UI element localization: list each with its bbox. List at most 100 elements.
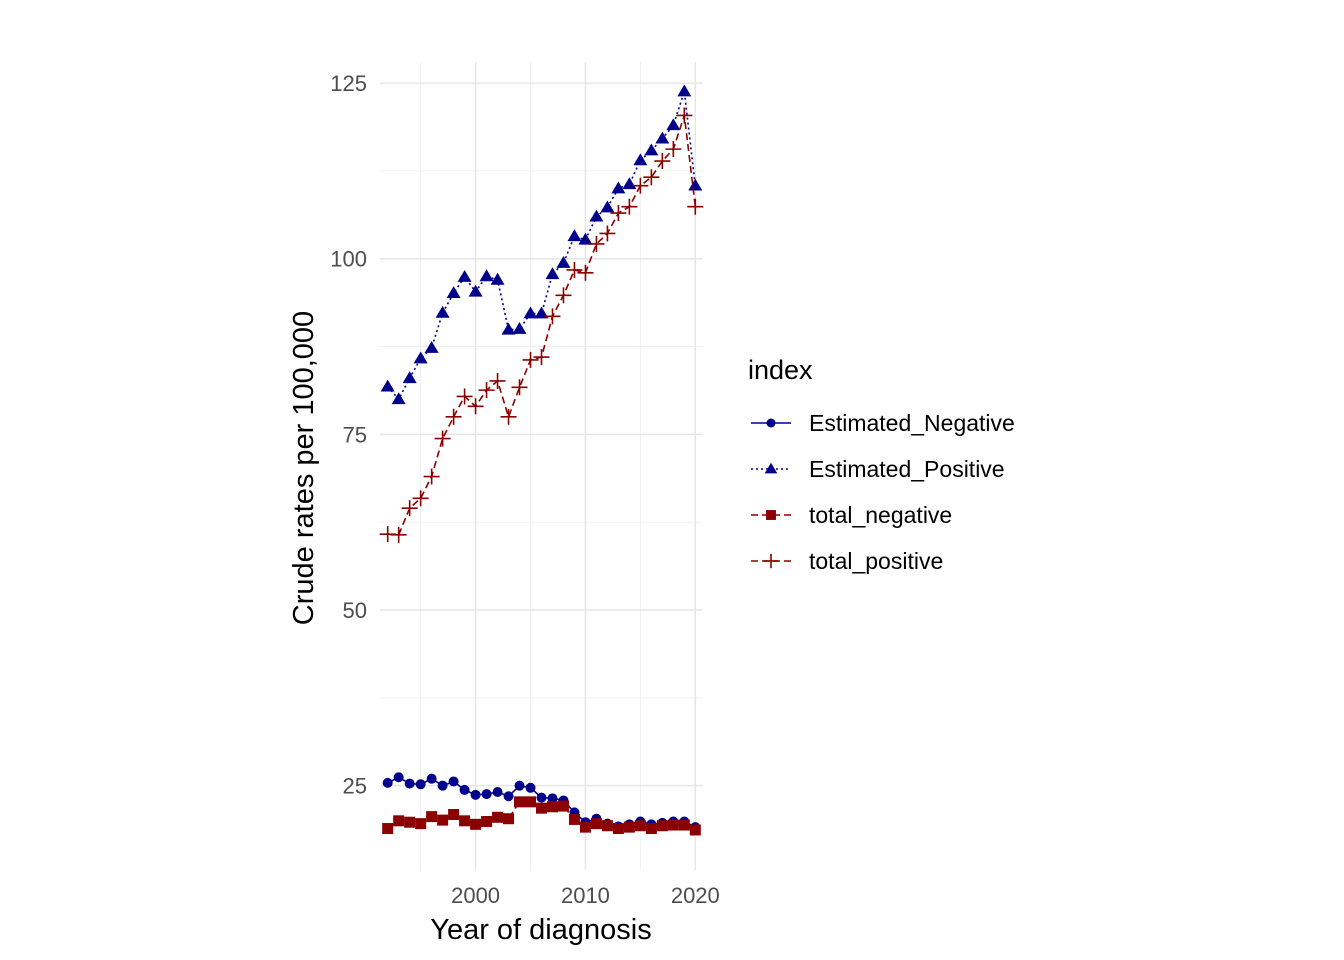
data-point — [390, 526, 407, 543]
data-point — [489, 372, 506, 389]
data-point — [689, 824, 701, 836]
data-point — [555, 287, 572, 304]
legend-label: Estimated_Positive — [809, 456, 1005, 482]
legend-label: total_positive — [809, 548, 943, 574]
data-point — [456, 388, 473, 405]
x-tick-label: 2020 — [671, 883, 720, 908]
data-point — [501, 322, 516, 335]
data-point — [490, 272, 505, 285]
data-point — [492, 811, 504, 823]
data-point — [393, 772, 404, 783]
data-point — [566, 261, 583, 278]
data-point — [643, 169, 660, 186]
data-point — [536, 802, 547, 814]
data-point — [600, 200, 615, 213]
data-point — [481, 816, 493, 828]
y-tick-label: 100 — [330, 247, 367, 272]
data-point — [655, 131, 670, 144]
grid-lines — [380, 62, 703, 870]
data-point — [393, 815, 405, 827]
legend-item: total_positive — [751, 548, 943, 574]
data-point — [459, 784, 470, 795]
x-axis-title: Year of diagnosis — [430, 914, 651, 946]
data-point — [492, 787, 503, 798]
series-line — [387, 115, 697, 536]
legend-items: Estimated_Negative Estimated_Positivetota… — [751, 410, 1015, 574]
x-tick-label: 2010 — [561, 883, 610, 908]
data-point — [633, 153, 648, 166]
legend-key-marker — [766, 418, 776, 428]
data-point — [514, 796, 526, 808]
legend-item: total_negative — [751, 502, 952, 528]
data-point — [503, 813, 515, 825]
data-point — [511, 379, 528, 396]
y-tick-label: 75 — [343, 422, 367, 447]
data-point — [426, 811, 438, 823]
data-point — [402, 371, 417, 384]
data-point — [437, 814, 449, 826]
data-point — [512, 321, 527, 334]
data-point — [446, 286, 461, 299]
data-point — [423, 468, 440, 485]
data-point — [470, 789, 481, 800]
legend-key-marker — [763, 553, 779, 569]
y-tick-label: 125 — [330, 71, 367, 96]
data-point — [545, 267, 560, 280]
data-point — [533, 349, 550, 366]
data-point — [578, 232, 593, 245]
legend-item: Estimated_Negative — [751, 410, 1015, 436]
data-point — [500, 408, 517, 425]
data-point — [536, 792, 547, 803]
data-point — [634, 820, 646, 832]
data-point — [413, 351, 428, 364]
data-point — [412, 490, 429, 507]
data-point — [621, 198, 638, 215]
data-point — [644, 143, 659, 156]
series-total_negative — [382, 796, 701, 836]
data-point — [391, 392, 406, 405]
y-tick-label: 50 — [343, 598, 367, 623]
data-point — [382, 777, 393, 788]
data-point — [437, 780, 448, 791]
y-axis-title: Crude rates per 100,000 — [288, 311, 320, 625]
data-point — [611, 181, 626, 194]
legend-key-marker — [766, 510, 776, 520]
data-point — [534, 306, 549, 319]
data-point — [654, 153, 671, 170]
data-point — [525, 782, 536, 793]
data-point — [568, 813, 580, 825]
data-point — [467, 398, 484, 415]
y-tick-label: 25 — [343, 774, 367, 799]
data-point — [523, 306, 538, 319]
data-point — [459, 815, 471, 827]
legend: index Estimated_Negative Estimated_Positi… — [748, 355, 1015, 574]
data-point — [468, 284, 483, 297]
data-point — [522, 351, 539, 368]
data-point — [622, 177, 637, 190]
data-point — [632, 177, 649, 194]
tick-labels: 25 50 75 100 125 2000 2010 2020 — [330, 71, 720, 908]
data-point — [665, 141, 682, 158]
data-point — [666, 118, 681, 131]
data-point — [577, 264, 594, 281]
data-point — [676, 107, 693, 124]
data-point — [434, 430, 451, 447]
data-point — [579, 821, 591, 833]
data-point — [645, 823, 657, 835]
data-point — [404, 816, 416, 828]
data-point — [557, 800, 569, 812]
data-point — [503, 791, 514, 802]
data-point — [457, 269, 472, 282]
data-point — [415, 818, 427, 830]
data-point — [401, 500, 418, 517]
legend-label: Estimated_Negative — [809, 410, 1015, 436]
data-point — [470, 818, 482, 830]
data-point — [426, 773, 437, 784]
data-point — [547, 793, 558, 804]
data-point — [599, 225, 616, 242]
data-point — [567, 229, 582, 242]
data-point — [435, 305, 450, 318]
x-tick-label: 2000 — [451, 883, 500, 908]
data-point — [556, 255, 571, 268]
data-point — [589, 209, 604, 222]
